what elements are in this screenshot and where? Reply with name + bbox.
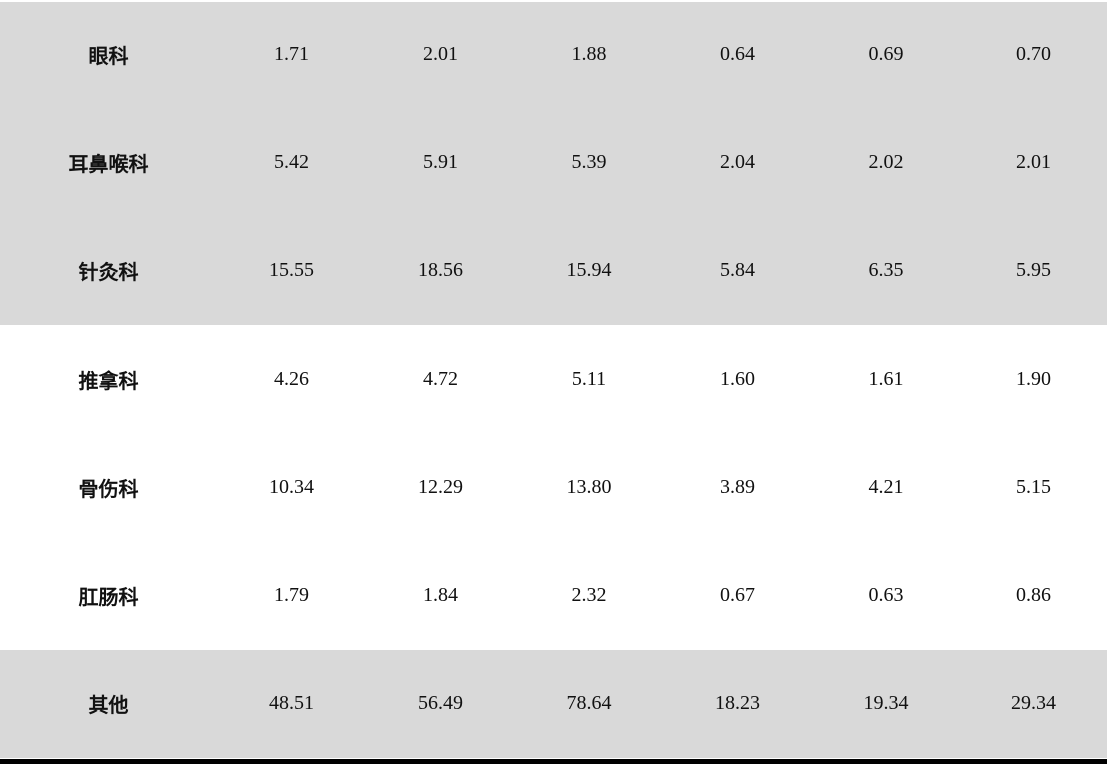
table-cell: 5.11 bbox=[571, 367, 607, 390]
table-cell: 6.35 bbox=[812, 216, 960, 325]
table-row: 肛肠科 1.79 1.84 2.32 0.67 0.63 0.86 bbox=[0, 541, 1107, 649]
table-cell: 2.04 bbox=[663, 108, 812, 217]
table-cell: 1.84 bbox=[423, 584, 458, 607]
row-label: 眼科 bbox=[0, 0, 217, 109]
table-cell: 4.72 bbox=[423, 367, 458, 390]
table-cell: 0.86 bbox=[1016, 584, 1051, 607]
table-cell: 5.42 bbox=[217, 108, 366, 217]
table-cell: 2.02 bbox=[812, 108, 960, 217]
row-label: 耳鼻喉科 bbox=[0, 108, 217, 217]
table-cell: 15.55 bbox=[217, 216, 366, 325]
data-table: 眼科 1.71 2.01 1.88 0.64 0.69 0.70 耳鼻喉科 5.… bbox=[0, 0, 1107, 759]
table-cell: 0.67 bbox=[720, 584, 755, 607]
table-cell: 1.71 bbox=[217, 0, 366, 109]
table-cell: 1.61 bbox=[868, 367, 904, 390]
table-cell: 5.91 bbox=[366, 108, 515, 217]
row-label: 推拿科 bbox=[78, 368, 139, 393]
table-row: 针灸科 15.55 18.56 15.94 5.84 6.35 5.95 bbox=[0, 216, 1107, 325]
row-label: 骨伤科 bbox=[78, 476, 139, 501]
table-cell: 78.64 bbox=[515, 649, 663, 759]
table-cell: 1.79 bbox=[274, 584, 309, 607]
table-cell: 19.34 bbox=[812, 649, 960, 759]
table-cell: 18.23 bbox=[663, 649, 812, 759]
table-cell: 0.63 bbox=[868, 584, 904, 607]
table-cell: 4.26 bbox=[274, 367, 309, 390]
row-label: 肛肠科 bbox=[78, 585, 139, 610]
row-label: 其他 bbox=[0, 649, 217, 759]
table-cell: 15.94 bbox=[515, 216, 663, 325]
table-cell: 12.29 bbox=[418, 475, 463, 498]
table-cell: 0.69 bbox=[812, 0, 960, 109]
table-cell: 1.60 bbox=[720, 367, 755, 390]
table-cell: 48.51 bbox=[217, 649, 366, 759]
table-cell: 13.80 bbox=[566, 475, 612, 498]
table-row: 推拿科 4.26 4.72 5.11 1.60 1.61 1.90 bbox=[0, 325, 1107, 433]
table-cell: 3.89 bbox=[720, 475, 755, 498]
table-row: 其他 48.51 56.49 78.64 18.23 19.34 29.34 bbox=[0, 649, 1107, 759]
table-cell: 2.01 bbox=[366, 0, 515, 109]
table-cell: 5.84 bbox=[663, 216, 812, 325]
table-cell: 56.49 bbox=[366, 649, 515, 759]
table-cell: 29.34 bbox=[960, 649, 1107, 759]
table-cell: 4.21 bbox=[868, 475, 904, 498]
table-cell: 10.34 bbox=[269, 475, 314, 498]
table-cell: 5.39 bbox=[515, 108, 663, 217]
table-cell: 2.01 bbox=[960, 108, 1107, 217]
table-cell: 0.64 bbox=[663, 0, 812, 109]
table-cell: 5.95 bbox=[960, 216, 1107, 325]
table-cell: 2.32 bbox=[571, 584, 607, 607]
top-edge bbox=[0, 0, 1107, 2]
table-row: 眼科 1.71 2.01 1.88 0.64 0.69 0.70 bbox=[0, 0, 1107, 109]
bottom-rule bbox=[0, 759, 1107, 764]
table-row: 骨伤科 10.34 12.29 13.80 3.89 4.21 5.15 bbox=[0, 433, 1107, 541]
table-cell: 0.70 bbox=[960, 0, 1107, 109]
table-cell: 1.88 bbox=[515, 0, 663, 109]
table-cell: 18.56 bbox=[366, 216, 515, 325]
table-cell: 5.15 bbox=[1016, 475, 1051, 498]
row-label: 针灸科 bbox=[0, 216, 217, 325]
table-row: 耳鼻喉科 5.42 5.91 5.39 2.04 2.02 2.01 bbox=[0, 108, 1107, 217]
table-cell: 1.90 bbox=[1016, 367, 1051, 390]
